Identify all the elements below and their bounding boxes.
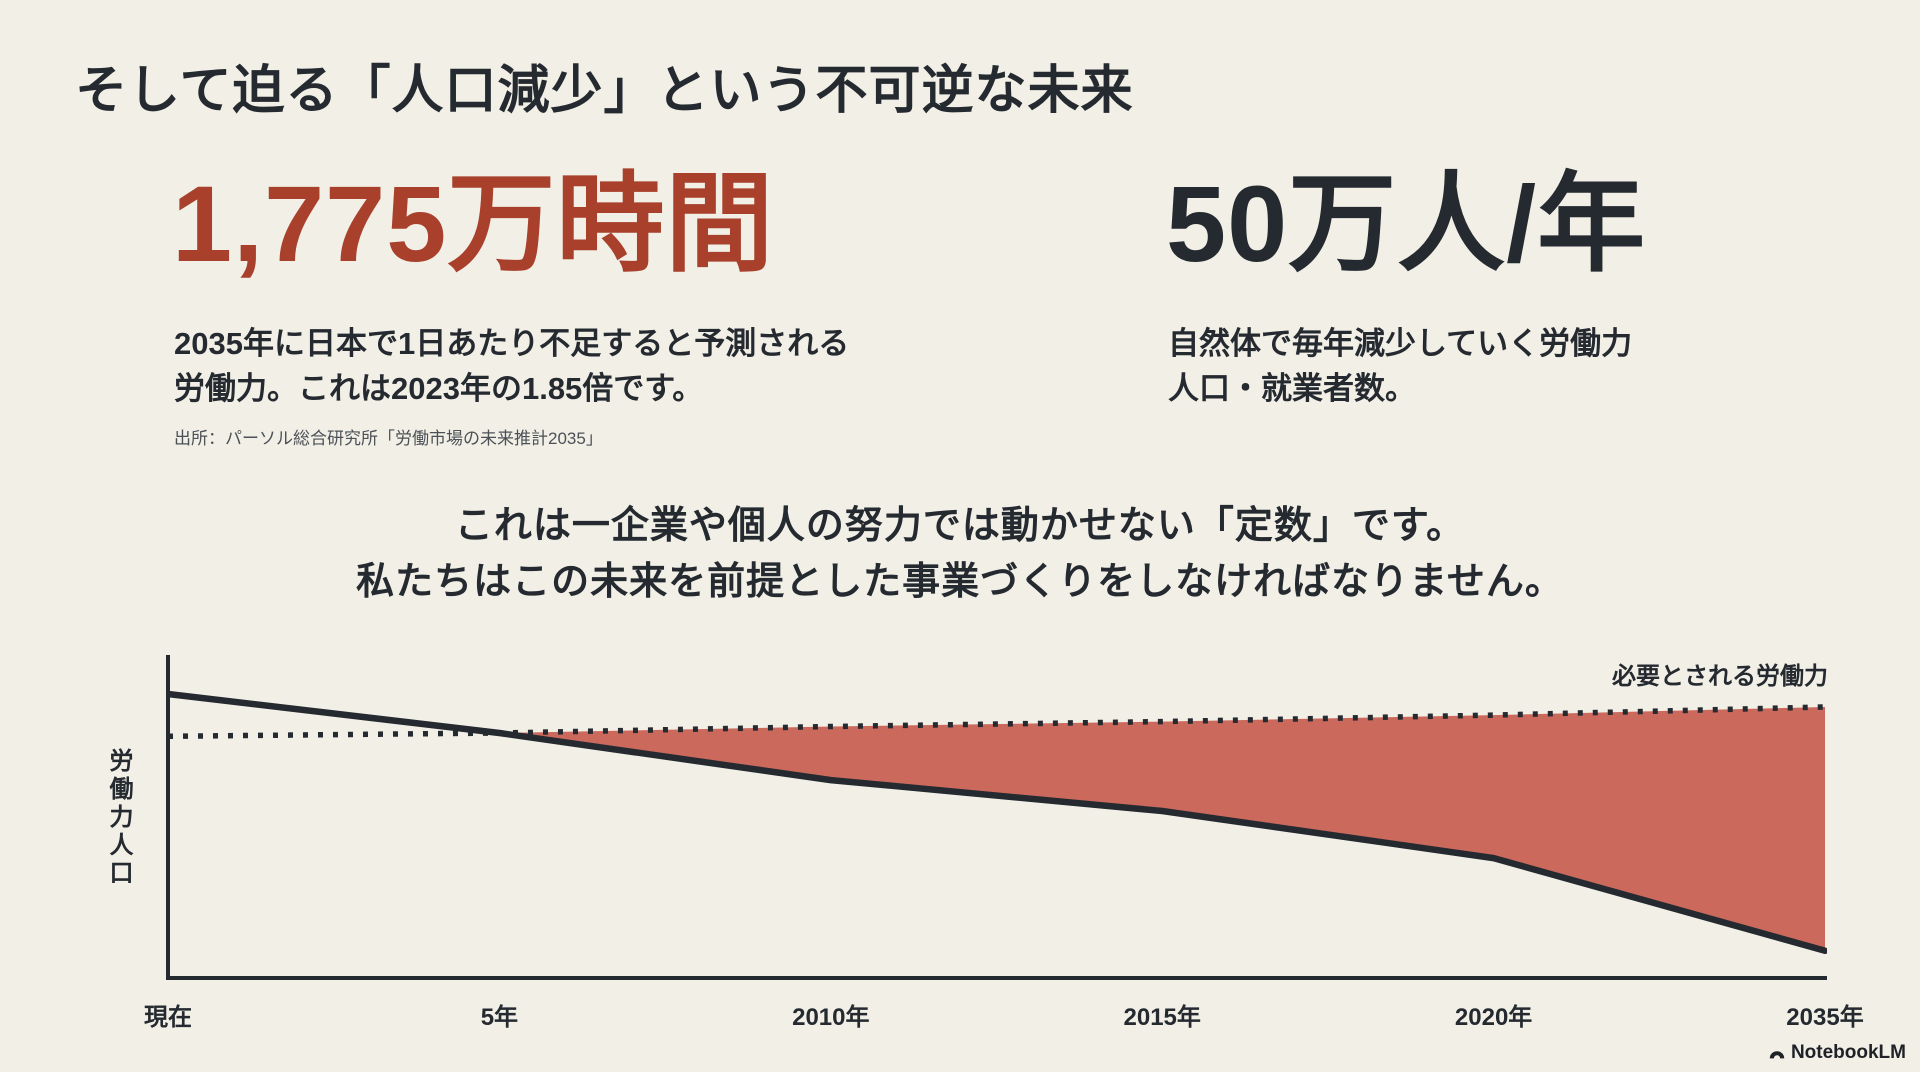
brand-label: NotebookLM bbox=[1790, 1042, 1906, 1063]
stat-people-description: 自然体で毎年減少していく労働力 人口・就業者数。 bbox=[1168, 322, 1632, 412]
stat-hours-source: 出所：パーソル総合研究所「労働市場の未来推計2035」 bbox=[174, 429, 603, 448]
stat-people-value: 50万人/年 bbox=[1166, 163, 1647, 284]
page-title: そして迫る「人口減少」という不可逆な未来 bbox=[75, 62, 1134, 120]
y-axis-label: 労働力人口 bbox=[105, 748, 132, 888]
stat-hours-description: 2035年に日本で1日あたり不足すると予測される 労働力。これは2023年の1.… bbox=[174, 322, 849, 412]
required-labor-annotation: 必要とされる労働力 bbox=[1612, 663, 1828, 690]
key-message-line1: これは一企業や個人の努力では動かせない「定数」です。 bbox=[454, 505, 1466, 547]
stat-hours-description-line2: 労働力。これは2023年の1.85倍です。 bbox=[174, 370, 704, 406]
labor-chart bbox=[166, 655, 1827, 980]
x-tick-label: 2035年 bbox=[1786, 1004, 1864, 1031]
x-tick-label: 2015年 bbox=[1123, 1004, 1201, 1031]
x-tick-label: 現在 bbox=[144, 1004, 192, 1031]
stat-people-description-line1: 自然体で毎年減少していく労働力 bbox=[1168, 326, 1633, 361]
labor-population-line bbox=[166, 690, 1827, 955]
x-tick-label: 2020年 bbox=[1454, 1004, 1533, 1031]
stat-hours-value: 1,775万時間 bbox=[172, 163, 775, 284]
required-labor-line bbox=[167, 704, 1826, 740]
stat-hours-description-line1: 2035年に日本で1日あたり不足すると予測される bbox=[174, 326, 850, 361]
key-message-line2: 私たちはこの未来を前提とした事業づくりをしなければなりません。 bbox=[356, 561, 1564, 604]
x-tick-label: 5年 bbox=[480, 1004, 519, 1031]
notebooklm-icon bbox=[1769, 1051, 1785, 1059]
x-axis-labels: 現在 5年 2010年 2015年 2020年 2035年 bbox=[0, 997, 1920, 1033]
notebooklm-logo: NotebookLM bbox=[1768, 1042, 1906, 1064]
labor-chart-svg bbox=[166, 655, 1827, 980]
stat-people-description-line2: 人口・就業者数。 bbox=[1168, 370, 1416, 406]
shortage-area bbox=[499, 707, 1825, 951]
key-message: これは一企業や個人の努力では動かせない「定数」です。 私たちはこの未来を前提とし… bbox=[0, 498, 1920, 610]
x-tick-label: 2010年 bbox=[792, 1004, 870, 1031]
